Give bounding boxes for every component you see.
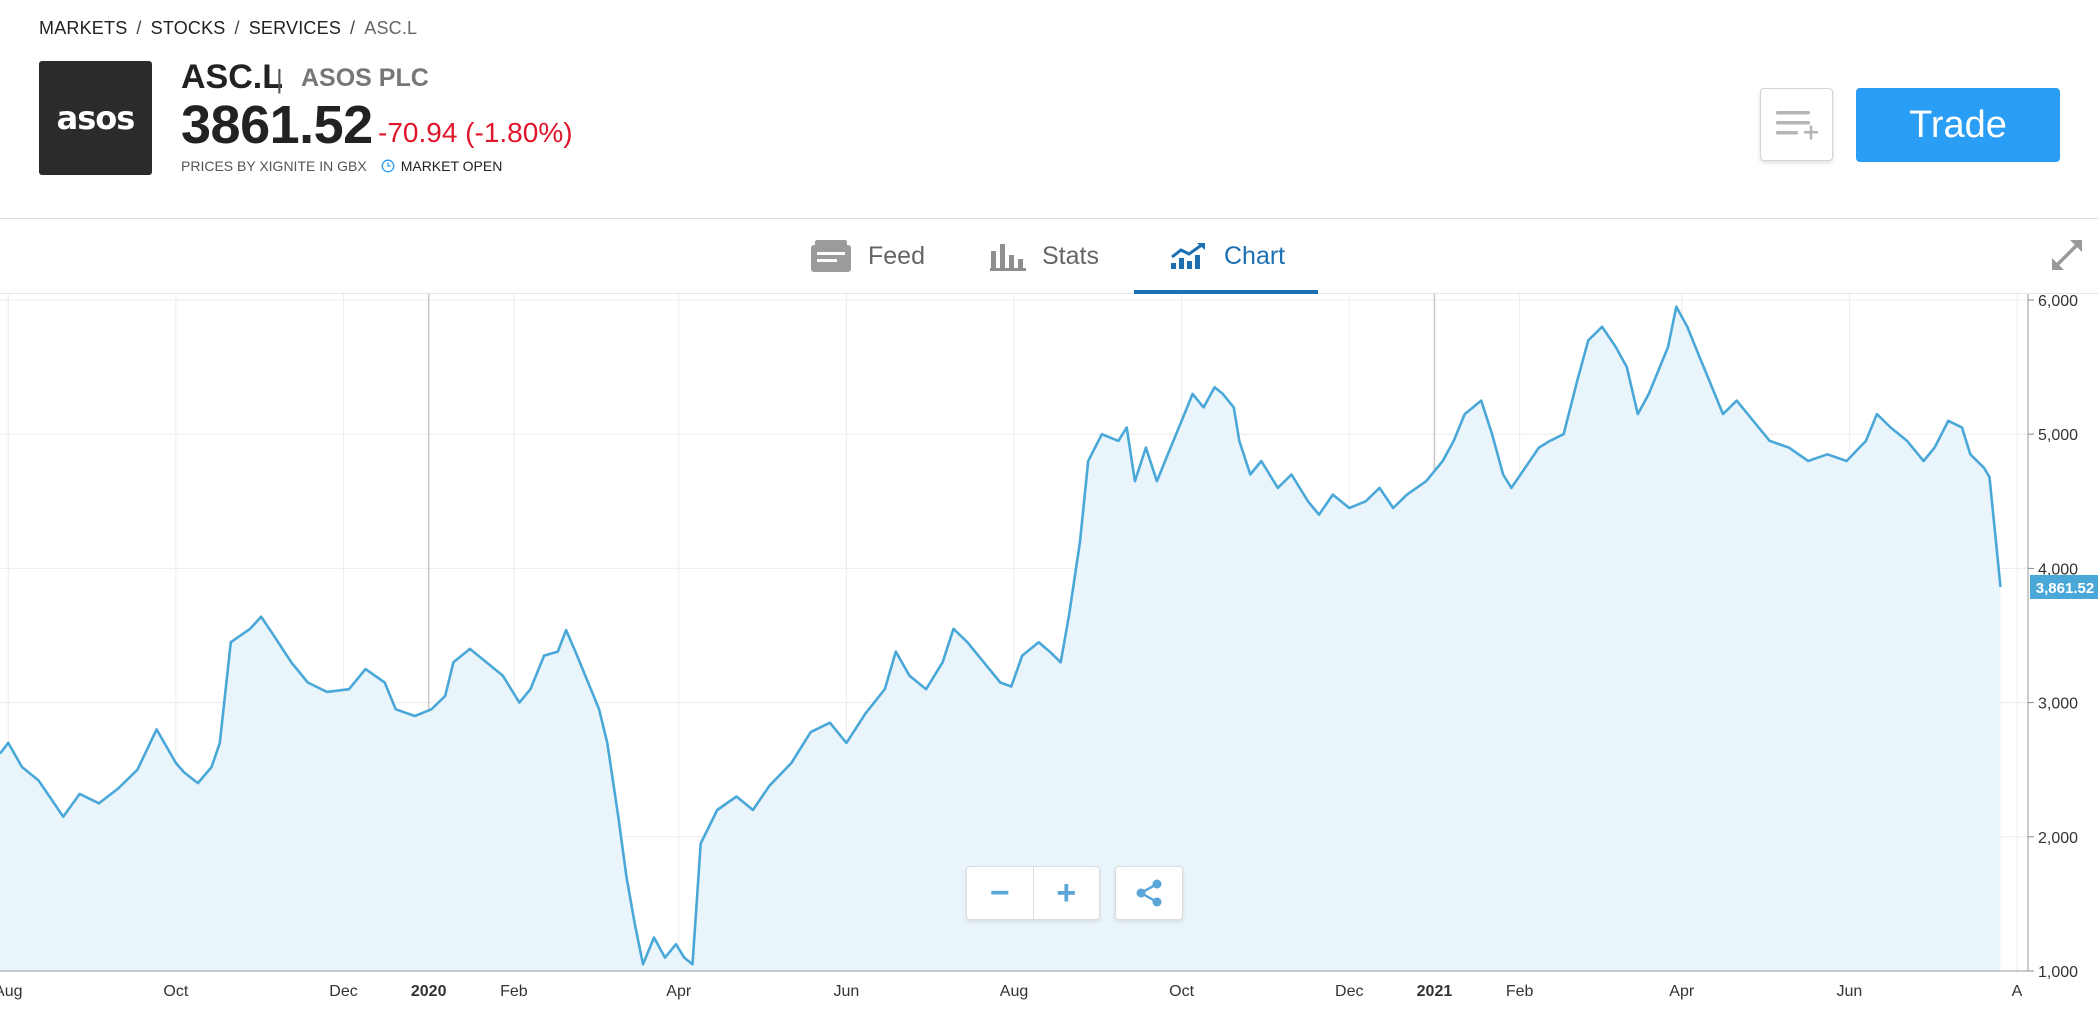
feed-icon (811, 240, 851, 272)
tab-stats-label: Stats (1042, 241, 1099, 270)
x-tick-label: Jun (1836, 983, 1862, 1000)
x-tick-label: Dec (329, 983, 357, 1000)
stats-icon (990, 244, 1026, 271)
y-tick-label: 5,000 (2038, 427, 2078, 444)
price-source-row: PRICES BY XIGNITE IN GBX MARKET OPEN (181, 158, 502, 174)
x-tick-label: Jun (833, 983, 859, 1000)
y-tick-label: 1,000 (2038, 964, 2078, 981)
instrument-name: ASOS PLC (301, 64, 429, 92)
x-tick-label: Dec (1335, 983, 1363, 1000)
chart-icon (1171, 242, 1205, 269)
y-tick-label: 3,000 (2038, 696, 2078, 713)
add-to-watchlist-button[interactable] (1760, 88, 1833, 161)
price-line (0, 305, 2002, 966)
x-tick-label: Apr (1669, 983, 1695, 1000)
price-area (0, 306, 2001, 971)
market-status: MARKET OPEN (381, 158, 503, 174)
breadcrumb-current: ASC.L (364, 18, 418, 38)
tab-feed-label: Feed (868, 241, 925, 270)
y-tick-label: 2,000 (2038, 830, 2078, 847)
x-tick-label: Oct (163, 983, 188, 1000)
share-icon (1136, 879, 1162, 907)
breadcrumb-stocks[interactable]: STOCKS (150, 18, 226, 38)
x-tick-label: Feb (1506, 983, 1534, 1000)
trade-button[interactable]: Trade (1856, 88, 2060, 162)
market-status-label: MARKET OPEN (400, 158, 503, 174)
current-price: 3861.52 (181, 95, 373, 155)
logo-text: asos (56, 99, 136, 137)
breadcrumb-separator: / (136, 18, 142, 38)
tab-chart-label: Chart (1224, 241, 1286, 270)
breadcrumb-markets[interactable]: MARKETS (39, 18, 128, 38)
x-tick-label: A (2012, 983, 2023, 1000)
breadcrumb-separator: / (350, 18, 356, 38)
zoom-out-button[interactable]: − (967, 867, 1034, 919)
x-tick-label: Aug (0, 983, 22, 1000)
instrument-header: MARKETS / STOCKS / SERVICES / ASC.L asos ASC.L… (0, 0, 2098, 219)
tab-feed[interactable]: Feed (810, 219, 930, 293)
price-chart-svg[interactable]: 1,000 2,000 3,000 4,000 5,000 6,000 Aug Oct Dec 2… (0, 293, 2098, 1016)
add-to-watchlist-icon (1775, 110, 1818, 139)
x-tick-label: 2020 (411, 983, 447, 1000)
price-source: PRICES BY XIGNITE IN GBX (181, 158, 367, 174)
clock-icon (381, 159, 395, 173)
y-tick-label: 6,000 (2038, 294, 2078, 310)
current-value-marker (2030, 574, 2098, 599)
breadcrumb: MARKETS / STOCKS / SERVICES / ASC.L (39, 18, 417, 39)
fullscreen-button[interactable] (2050, 238, 2084, 277)
x-tick-label: Feb (500, 983, 528, 1000)
expand-icon (2052, 240, 2082, 270)
x-tick-label: Aug (1000, 983, 1028, 1000)
x-tick-label: Apr (666, 983, 692, 1000)
title-separator: | (276, 64, 283, 94)
x-tick-label: Oct (1169, 983, 1194, 1000)
price-chart[interactable]: 1,000 2,000 3,000 4,000 5,000 6,000 Aug Oct Dec 2… (0, 293, 2098, 1016)
instrument-symbol: ASC.L (181, 58, 283, 96)
share-button[interactable] (1115, 866, 1183, 920)
zoom-controls: − + (966, 866, 1100, 920)
x-tick-label: 2021 (1417, 983, 1453, 1000)
tab-stats[interactable]: Stats (990, 219, 1110, 293)
y-tick-label: 4,000 (2038, 561, 2078, 578)
zoom-in-button[interactable]: + (1056, 873, 1077, 912)
breadcrumb-services[interactable]: SERVICES (248, 18, 342, 38)
current-value-label: 3,861.52 (2036, 580, 2094, 597)
company-logo: asos (39, 61, 152, 175)
price-change: -70.94 (-1.80%) (378, 117, 573, 148)
tab-bar: Feed Stats Chart (0, 219, 2098, 294)
tab-chart[interactable]: Chart (1134, 219, 1318, 294)
breadcrumb-separator: / (234, 18, 240, 38)
